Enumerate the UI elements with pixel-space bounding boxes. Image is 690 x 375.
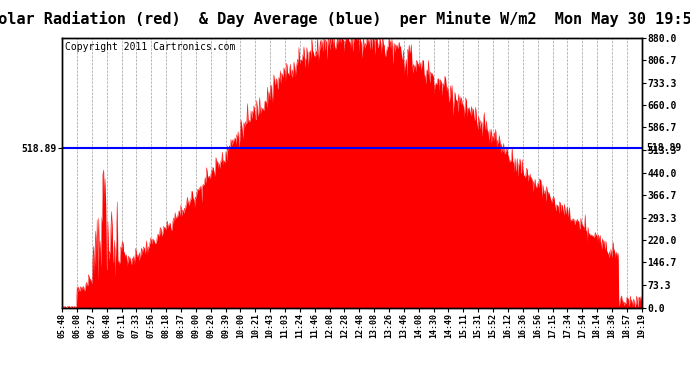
Text: 518.89: 518.89 bbox=[646, 143, 681, 153]
Text: Solar Radiation (red)  & Day Average (blue)  per Minute W/m2  Mon May 30 19:55: Solar Radiation (red) & Day Average (blu… bbox=[0, 11, 690, 27]
Text: Copyright 2011 Cartronics.com: Copyright 2011 Cartronics.com bbox=[65, 42, 235, 51]
